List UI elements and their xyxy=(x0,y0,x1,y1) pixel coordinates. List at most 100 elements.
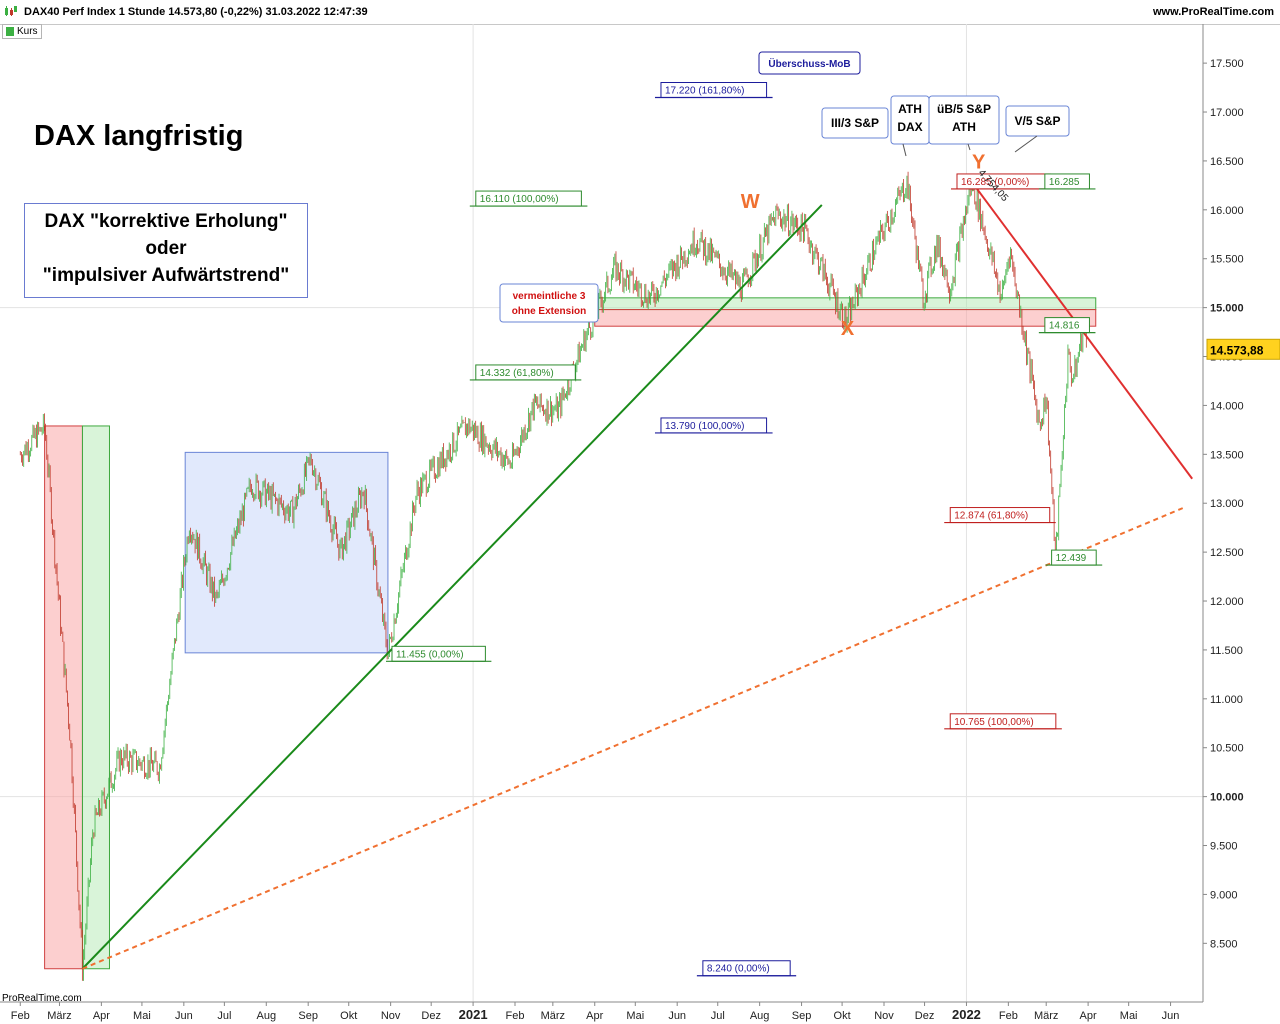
x-tick-label: Apr xyxy=(93,1010,110,1022)
callout-pointer xyxy=(1014,135,1038,153)
annotation-text: üB/5 S&P xyxy=(937,102,991,116)
fib-label: 12.439 xyxy=(1056,553,1087,564)
y-tick-label: 17.500 xyxy=(1210,58,1244,70)
annotation-box xyxy=(499,283,599,323)
axis-layer: 17.500 17.000 16.500 16.000 15.500 15.000 14.5… xyxy=(0,24,1280,1022)
trendline-lower_trend xyxy=(82,507,1184,970)
wave-label: X xyxy=(841,318,855,340)
candlestick-chart-icon xyxy=(5,6,17,16)
zone-rect xyxy=(44,425,83,970)
x-tick-label: Jun xyxy=(175,1010,193,1022)
last-price-label: 14.573,88 xyxy=(1210,343,1264,357)
y-tick-label: 16.000 xyxy=(1210,205,1244,217)
x-tick-label: Mai xyxy=(1120,1010,1138,1022)
fib-label: 16.285 (0,00%) xyxy=(961,177,1029,188)
x-tick-label: Jun xyxy=(1162,1010,1180,1022)
series-label: Kurs xyxy=(17,26,38,37)
chart-header: DAX40 Perf Index 1 Stunde 14.573,80 (-0,… xyxy=(0,0,1280,25)
x-tick-label: März xyxy=(47,1010,71,1022)
brand-link[interactable]: www.ProRealTime.com xyxy=(1152,6,1274,18)
x-tick-label: Dez xyxy=(915,1010,935,1022)
fib-label: 11.455 (0,00%) xyxy=(396,649,464,660)
y-tick-label: 11.500 xyxy=(1210,645,1243,657)
y-tick-label: 8.500 xyxy=(1210,938,1238,950)
x-tick-label: Okt xyxy=(340,1010,357,1022)
zone-layer xyxy=(44,297,1097,970)
fib-label: 12.874 (61,80%) xyxy=(954,511,1028,522)
annotation-box xyxy=(1005,105,1070,137)
x-tick-label: Aug xyxy=(750,1010,770,1022)
y-tick-label: 14.000 xyxy=(1210,400,1244,412)
x-tick-label: Mai xyxy=(133,1010,151,1022)
x-tick-label: Nov xyxy=(874,1010,894,1022)
x-tick-label: Dez xyxy=(421,1010,441,1022)
annotation-text: ohne Extension xyxy=(512,306,586,317)
scenario-note: DAX "korrektive Erholung" oder "impulsiv… xyxy=(24,203,308,298)
x-tick-label: Jul xyxy=(711,1010,725,1022)
annotation-box xyxy=(928,95,1000,145)
footer-brand: ProRealTime.com xyxy=(2,993,82,1004)
callout-pointer xyxy=(967,143,971,151)
annotation-text: Überschuss-MoB xyxy=(768,57,850,70)
annotation-text: DAX xyxy=(897,120,922,134)
y-tick-label: 13.000 xyxy=(1210,498,1244,510)
chart-main-title: DAX langfristig xyxy=(34,120,244,153)
y-tick-label: 13.500 xyxy=(1210,449,1244,461)
x-tick-label: März xyxy=(541,1010,565,1022)
fib-label: 14.332 (61,80%) xyxy=(480,368,554,379)
fib-label: 14.816 xyxy=(1049,321,1080,332)
scenario-line: DAX "korrektive Erholung" xyxy=(44,211,288,232)
y-tick-label: 15.500 xyxy=(1210,254,1244,266)
chart-title-bar: DAX40 Perf Index 1 Stunde 14.573,80 (-0,… xyxy=(24,6,368,18)
zone-rect xyxy=(81,425,110,970)
x-tick-label: Apr xyxy=(1080,1010,1097,1022)
label-layer: 17.220 (161,80%) 16.110 (100,00%) 14.332 (… xyxy=(385,51,1103,977)
y-tick-label: 10.500 xyxy=(1210,743,1244,755)
x-tick-label: Sep xyxy=(792,1010,812,1022)
x-tick-label: Sep xyxy=(298,1010,318,1022)
x-tick-label: Jul xyxy=(217,1010,231,1022)
x-tick-label: Aug xyxy=(256,1010,276,1022)
annotation-text: III/3 S&P xyxy=(831,116,879,130)
x-tick-label: März xyxy=(1034,1010,1058,1022)
annotation-text: vermeintliche 3 xyxy=(513,291,586,302)
annotation-box xyxy=(821,107,889,139)
y-tick-label: 17.000 xyxy=(1210,107,1244,119)
y-tick-label: 16.500 xyxy=(1210,156,1244,168)
y-tick-label: 12.000 xyxy=(1210,596,1244,608)
wave-label: Y xyxy=(972,152,986,174)
wave-label: W xyxy=(741,191,760,213)
y-tick-label: 9.000 xyxy=(1210,889,1238,901)
fib-label: 10.765 (100,00%) xyxy=(954,717,1034,728)
scenario-line: oder xyxy=(145,238,187,259)
fib-label: 13.790 (100,00%) xyxy=(665,421,745,432)
last-price-marker xyxy=(1206,338,1280,360)
x-tick-label: Okt xyxy=(834,1010,851,1022)
x-tick-label: Mai xyxy=(626,1010,644,1022)
annotation-text: V/5 S&P xyxy=(1014,114,1060,128)
x-tick-label: Jun xyxy=(668,1010,686,1022)
x-tick-label: Nov xyxy=(381,1010,401,1022)
x-tick-label: 2021 xyxy=(459,1007,488,1022)
fib-label: 16.110 (100,00%) xyxy=(480,194,559,205)
y-tick-label: 9.500 xyxy=(1210,841,1238,853)
y-tick-label: 15.000 xyxy=(1210,303,1244,315)
annotation-box xyxy=(758,51,861,75)
y-tick-label: 11.000 xyxy=(1210,694,1243,706)
annotation-text: ATH xyxy=(952,120,976,134)
x-tick-label: Feb xyxy=(11,1010,30,1022)
series-legend[interactable]: Kurs xyxy=(2,24,42,39)
callout-pointer xyxy=(902,143,907,157)
trendline-support xyxy=(81,204,823,970)
x-tick-label: Apr xyxy=(586,1010,603,1022)
fib-label: 17.220 (161,80%) xyxy=(665,86,745,97)
x-tick-label: 2022 xyxy=(952,1007,981,1022)
x-tick-label: Feb xyxy=(999,1010,1018,1022)
x-tick-label: Feb xyxy=(506,1010,525,1022)
y-tick-label: 12.500 xyxy=(1210,547,1244,559)
fib-label: 8.240 (0,00%) xyxy=(707,964,770,975)
y-tick-label: 10.000 xyxy=(1210,792,1244,804)
scenario-line: "impulsiver Aufwärtstrend" xyxy=(42,265,290,286)
fib-label: 16.285 xyxy=(1049,177,1080,188)
